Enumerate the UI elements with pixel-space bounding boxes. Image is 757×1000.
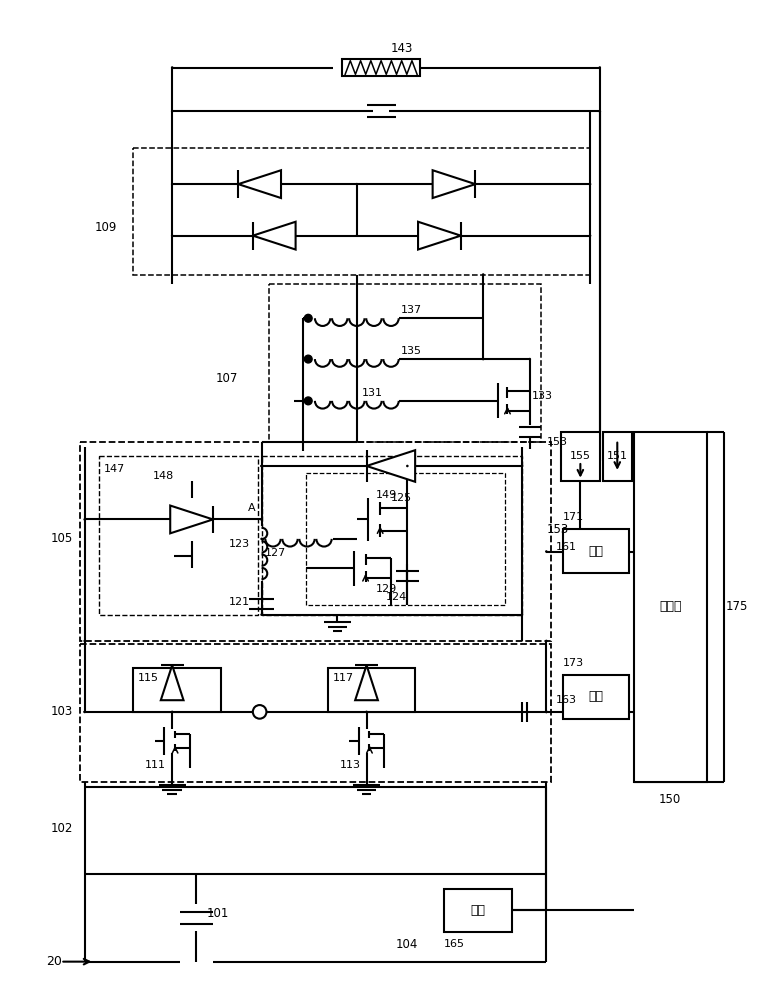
- Text: 127: 127: [264, 548, 285, 558]
- Text: 驱动: 驱动: [588, 545, 603, 558]
- Circle shape: [546, 551, 547, 552]
- Circle shape: [307, 318, 309, 319]
- Circle shape: [172, 67, 173, 68]
- Text: 137: 137: [400, 305, 422, 315]
- Circle shape: [546, 711, 547, 712]
- Text: 155: 155: [570, 451, 591, 461]
- Circle shape: [546, 640, 547, 642]
- Text: 171: 171: [563, 512, 584, 522]
- Polygon shape: [433, 170, 475, 198]
- Text: 161: 161: [556, 542, 577, 552]
- Text: 153: 153: [547, 437, 569, 447]
- Text: 131: 131: [362, 388, 383, 398]
- Text: 147: 147: [104, 464, 126, 474]
- Text: 控制器: 控制器: [659, 600, 681, 613]
- Text: 107: 107: [216, 372, 238, 385]
- Text: 135: 135: [400, 346, 422, 356]
- Text: 125: 125: [391, 493, 412, 503]
- Circle shape: [84, 711, 86, 712]
- Bar: [444, 889, 512, 932]
- Text: 129: 129: [376, 584, 397, 594]
- Circle shape: [304, 314, 312, 322]
- Text: 151: 151: [607, 451, 628, 461]
- Circle shape: [84, 711, 86, 712]
- Text: 111: 111: [145, 760, 166, 770]
- Bar: [307, 473, 505, 605]
- Circle shape: [261, 519, 262, 520]
- Bar: [563, 675, 629, 719]
- Bar: [603, 432, 632, 481]
- Text: 149: 149: [376, 490, 397, 500]
- Text: A: A: [248, 503, 256, 513]
- Polygon shape: [253, 222, 295, 250]
- Text: 102: 102: [51, 822, 73, 835]
- Bar: [342, 59, 420, 76]
- Text: 165: 165: [444, 939, 466, 949]
- Text: 驱动: 驱动: [471, 904, 486, 917]
- Bar: [133, 668, 221, 712]
- Circle shape: [304, 355, 312, 363]
- Circle shape: [366, 711, 367, 712]
- Circle shape: [84, 640, 86, 642]
- Text: 133: 133: [531, 391, 553, 401]
- Circle shape: [529, 358, 531, 360]
- Circle shape: [407, 465, 408, 467]
- Circle shape: [546, 711, 547, 712]
- Polygon shape: [418, 222, 461, 250]
- Text: 153: 153: [547, 523, 569, 536]
- Bar: [79, 644, 551, 782]
- Bar: [99, 456, 257, 615]
- Polygon shape: [170, 506, 213, 533]
- Circle shape: [261, 538, 262, 539]
- Polygon shape: [160, 665, 183, 700]
- Circle shape: [172, 235, 173, 236]
- Circle shape: [482, 274, 484, 275]
- Text: 104: 104: [396, 938, 418, 951]
- Bar: [328, 668, 415, 712]
- Circle shape: [172, 711, 173, 712]
- Text: 103: 103: [51, 705, 73, 718]
- Circle shape: [261, 519, 262, 520]
- Circle shape: [546, 711, 547, 712]
- Polygon shape: [238, 170, 281, 198]
- Text: 163: 163: [556, 695, 577, 705]
- Text: 109: 109: [95, 221, 117, 234]
- Circle shape: [482, 358, 484, 360]
- Bar: [79, 442, 551, 641]
- Bar: [561, 432, 600, 481]
- Circle shape: [304, 397, 312, 405]
- Text: 143: 143: [391, 42, 413, 55]
- Text: 173: 173: [563, 658, 584, 668]
- Text: 驱动: 驱动: [588, 690, 603, 703]
- Circle shape: [261, 465, 262, 467]
- Circle shape: [261, 465, 262, 467]
- Text: 117: 117: [332, 673, 354, 683]
- Bar: [563, 529, 629, 573]
- Text: 121: 121: [229, 597, 250, 607]
- Circle shape: [261, 614, 262, 615]
- Circle shape: [172, 111, 173, 112]
- Text: 148: 148: [153, 471, 174, 481]
- Bar: [269, 284, 541, 442]
- Text: 20: 20: [46, 955, 61, 968]
- Polygon shape: [355, 665, 378, 700]
- Circle shape: [253, 705, 266, 719]
- Circle shape: [172, 184, 173, 185]
- Text: 113: 113: [339, 760, 360, 770]
- Text: 175: 175: [726, 600, 749, 613]
- Text: 124: 124: [386, 592, 407, 602]
- Bar: [262, 456, 522, 615]
- Text: 105: 105: [51, 532, 73, 545]
- Text: 150: 150: [659, 793, 681, 806]
- Text: 115: 115: [138, 673, 159, 683]
- Bar: [133, 148, 590, 275]
- Text: 101: 101: [206, 907, 229, 920]
- Circle shape: [84, 519, 86, 520]
- Polygon shape: [366, 450, 415, 482]
- Bar: [634, 432, 707, 782]
- Text: 123: 123: [229, 539, 250, 549]
